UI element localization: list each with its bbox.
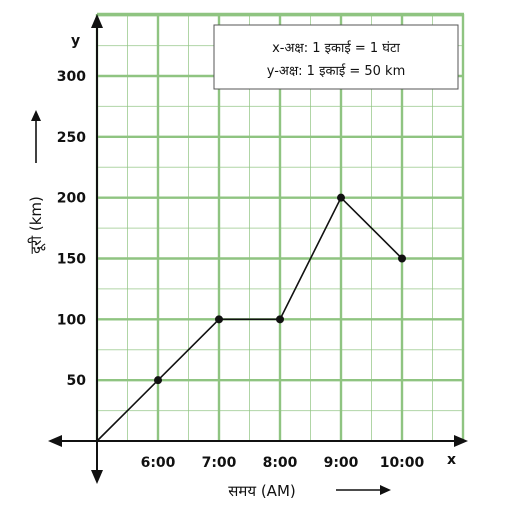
- data-point: [154, 376, 162, 385]
- y-tick-label: 50: [67, 373, 87, 389]
- y-tick-label: 250: [57, 130, 86, 146]
- y-axis-letter: y: [71, 33, 80, 49]
- x-tick-label: 7:00: [202, 455, 237, 471]
- x-axis-arrow-left: [48, 435, 62, 447]
- legend: x-अक्ष: 1 इकाई = 1 घंटा y-अक्ष: 1 इकाई =…: [213, 24, 459, 90]
- legend-line-2: y-अक्ष: 1 इकाई = 50 km: [267, 63, 405, 79]
- legend-box: [213, 24, 459, 90]
- distance-series-line: [96, 196, 403, 442]
- y-tick-labels: 50 100 150 200 250 300: [57, 69, 86, 389]
- legend-line-1: x-अक्ष: 1 इकाई = 1 घंटा: [272, 40, 400, 56]
- data-point: [276, 315, 284, 324]
- y-direction-arrow: [31, 110, 41, 163]
- x-tick-label: 10:00: [380, 455, 425, 471]
- x-axis-arrow-right: [454, 435, 468, 447]
- x-direction-arrow: [336, 485, 391, 495]
- y-tick-label: 150: [57, 252, 86, 268]
- x-tick-label: 9:00: [324, 455, 359, 471]
- data-point: [215, 315, 223, 324]
- y-tick-label: 300: [57, 69, 86, 85]
- x-axis-letter: x: [447, 452, 456, 468]
- x-axis-label: समय (AM): [228, 482, 296, 500]
- y-axis-arrow-top: [91, 14, 103, 28]
- y-tick-label: 200: [57, 191, 86, 207]
- x-axis: [48, 435, 468, 447]
- data-point: [337, 193, 345, 202]
- y-axis-arrow-bottom: [91, 470, 103, 484]
- x-tick-labels: 6:00 7:00 8:00 9:00 10:00: [141, 455, 425, 471]
- y-axis: [91, 14, 103, 484]
- data-point: [398, 254, 406, 263]
- y-axis-label: दूरी (km): [27, 196, 46, 254]
- y-tick-label: 100: [57, 312, 86, 328]
- x-tick-label: 6:00: [141, 455, 176, 471]
- data-points: [154, 193, 406, 385]
- x-tick-label: 8:00: [263, 455, 298, 471]
